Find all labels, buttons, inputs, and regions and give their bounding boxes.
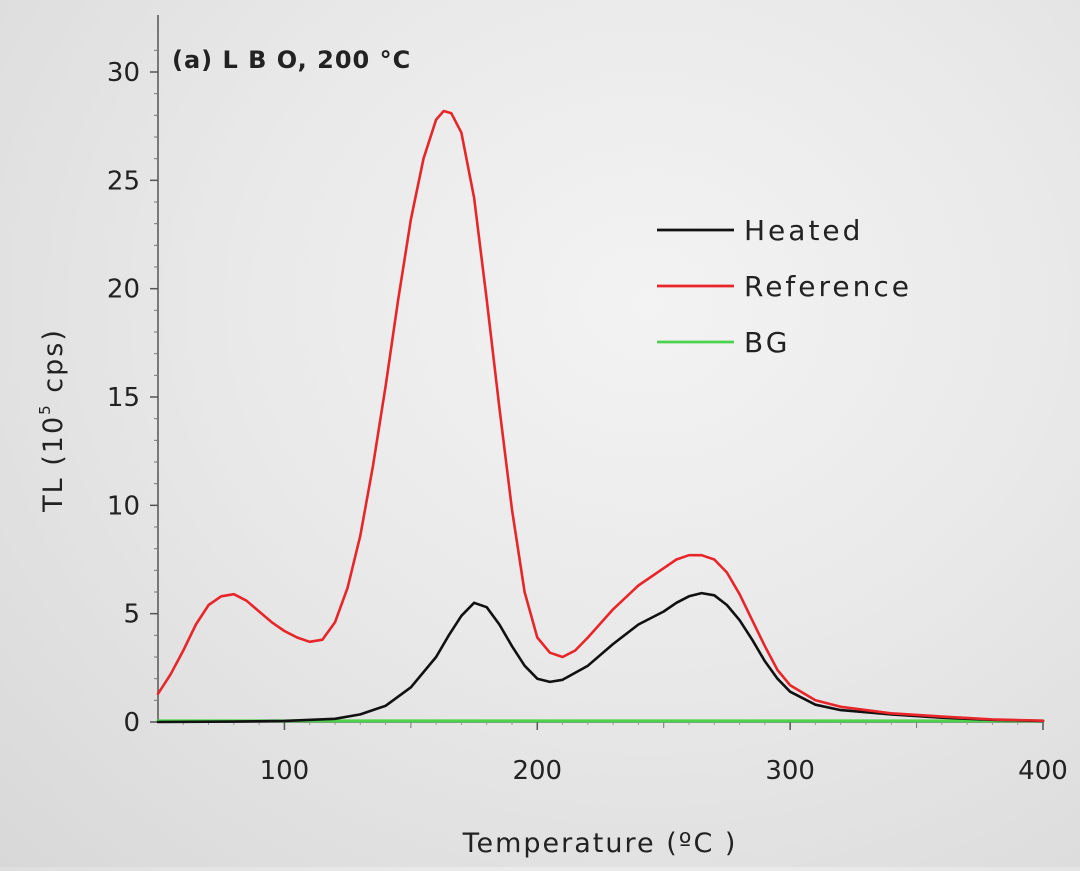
y-axis-title-main: TL (10 (38, 415, 69, 513)
y-axis-title-tail: cps) (38, 328, 69, 403)
x-axis-title: Temperature (ºC ) (462, 828, 738, 859)
legend-label-bg: BG (744, 326, 790, 359)
y-tick-label: 30 (107, 58, 140, 88)
y-tick-label: 20 (107, 275, 140, 305)
y-tick-label: 10 (107, 491, 140, 521)
legend: Heated Reference BG (657, 214, 912, 359)
legend-label-heated: Heated (744, 214, 863, 247)
y-tick-label: 15 (107, 383, 140, 413)
series-line-reference (156, 109, 1045, 723)
x-tick-label: 400 (1018, 756, 1068, 786)
series-line-heated (156, 591, 1045, 724)
y-axis-title: TL (105 cps) (36, 328, 69, 513)
axes: 0 5 10 15 20 25 30 100 200 300 400 (107, 15, 1068, 786)
x-tick-label: 300 (765, 756, 815, 786)
data-series (156, 109, 1045, 724)
y-tick-label: 25 (107, 166, 140, 196)
x-tick-label: 200 (512, 756, 562, 786)
legend-label-reference: Reference (744, 270, 912, 303)
x-tick-label: 100 (260, 756, 310, 786)
y-axis-title-superscript: 5 (36, 403, 54, 415)
y-tick-label: 5 (123, 600, 140, 630)
chart-title: (a) L B O, 200 °C (172, 46, 411, 74)
y-tick-label: 0 (123, 708, 140, 738)
